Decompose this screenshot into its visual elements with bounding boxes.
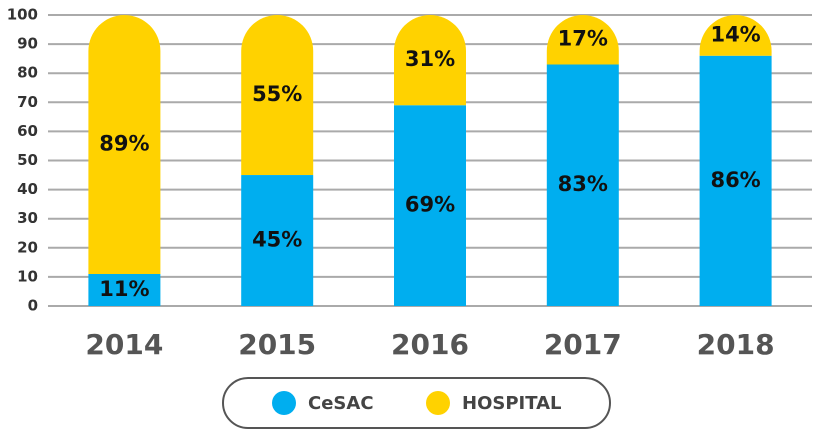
x-tick-label: 2016 xyxy=(391,328,469,361)
y-tick-label: 70 xyxy=(17,93,38,111)
y-tick-label: 100 xyxy=(7,6,38,24)
data-label: 11% xyxy=(99,277,149,301)
bar-segment xyxy=(394,15,466,106)
y-tick-label: 60 xyxy=(17,122,38,140)
x-tick-label: 2015 xyxy=(238,328,316,361)
y-tick-label: 20 xyxy=(17,238,38,256)
y-tick-label: 80 xyxy=(17,64,38,82)
y-tick-label: 10 xyxy=(17,267,38,285)
y-tick-label: 30 xyxy=(17,209,38,227)
y-tick-label: 0 xyxy=(28,297,38,315)
legend-box xyxy=(222,377,611,429)
bar-segment xyxy=(699,14,772,56)
bar-segment xyxy=(546,14,619,65)
data-label: 31% xyxy=(405,47,455,71)
data-label: 83% xyxy=(558,172,608,196)
data-label: 14% xyxy=(710,22,760,46)
legend-label: HOSPITAL xyxy=(462,393,562,414)
data-label: 17% xyxy=(558,27,608,51)
legend-label: CeSAC xyxy=(308,393,374,414)
y-tick-label: 50 xyxy=(17,151,38,169)
bar-segment xyxy=(699,55,772,306)
data-label: 55% xyxy=(252,82,302,106)
data-label: 45% xyxy=(252,228,302,252)
y-tick-label: 40 xyxy=(17,180,38,198)
data-label: 86% xyxy=(710,168,760,192)
bar-segment xyxy=(88,273,161,306)
legend-swatch xyxy=(272,391,296,415)
bar-segment xyxy=(394,105,466,307)
bar-segment xyxy=(241,14,314,176)
x-tick-label: 2017 xyxy=(544,328,622,361)
y-tick-label: 90 xyxy=(17,35,38,53)
legend-swatch xyxy=(426,391,450,415)
bar-segment xyxy=(546,64,619,306)
data-label: 89% xyxy=(99,131,149,155)
bar-segment xyxy=(241,175,314,306)
bar-segment xyxy=(88,15,161,274)
x-tick-label: 2014 xyxy=(85,328,163,361)
x-tick-label: 2018 xyxy=(697,328,775,361)
data-label: 69% xyxy=(405,193,455,217)
